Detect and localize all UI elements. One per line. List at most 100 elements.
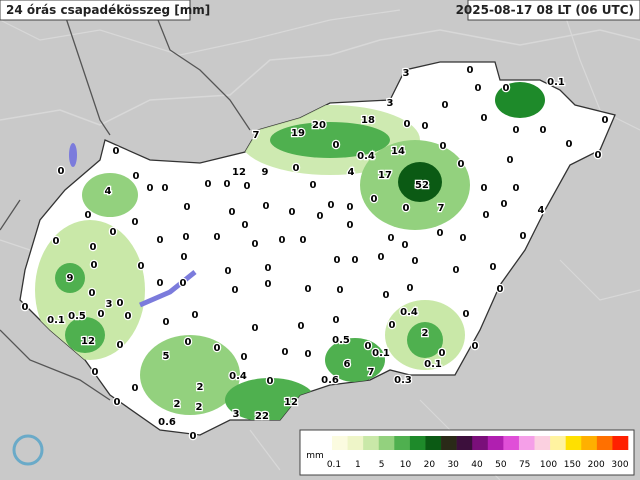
station-value: 0 [157,278,164,289]
station-value: 0 [117,340,124,351]
station-value: 0 [440,141,447,152]
station-value: 0 [113,146,120,157]
legend-swatch [550,436,566,450]
legend-swatch [487,436,504,450]
station-value: 14 [391,146,405,157]
station-value: 0 [157,235,164,246]
station-value: 0 [422,121,429,132]
station-value: 0 [183,232,190,243]
station-value: 0 [265,279,272,290]
station-value: 0 [252,323,259,334]
rain-field [407,322,443,358]
station-value: 12 [232,167,246,178]
legend-swatch [409,436,426,450]
legend-swatch [425,436,442,450]
legend: 0.1 1 5 10 20 30 40 50 75 100 150 200 300 [327,436,629,470]
station-value: 0 [317,211,324,222]
legend-unit: mm [306,451,324,461]
station-value: 0 [481,183,488,194]
station-value: 0 [117,298,124,309]
station-value: 0 [90,242,97,253]
station-value: 0 [481,113,488,124]
legend-tick-label: 40 [471,460,483,470]
legend-tick-label: 200 [588,460,605,470]
station-value: 0 [507,155,514,166]
station-value: 2 [174,399,181,410]
station-value: 0.3 [394,375,412,386]
station-value: 20 [312,120,326,131]
station-value: 0 [133,171,140,182]
legend-swatch [394,436,411,450]
station-value: 12 [284,397,298,408]
station-value: 0 [132,217,139,228]
legend-swatch [581,436,598,450]
station-value: 0 [566,139,573,150]
legend-swatch [363,436,380,450]
station-value: 0 [540,125,547,136]
station-value: 0 [333,315,340,326]
legend-swatch [596,436,613,450]
station-value: 22 [255,411,269,422]
station-value: 19 [291,128,305,139]
station-value: 0 [265,263,272,274]
station-value: 0 [407,283,414,294]
station-value: 18 [361,115,375,126]
region-line [0,29,640,126]
station-value: 3 [387,98,394,109]
station-value: 0 [289,207,296,218]
legend-swatch [378,436,395,450]
station-value: 0 [85,210,92,221]
station-value: 0 [58,166,65,177]
station-value: 0 [132,383,139,394]
rain-field [270,122,390,158]
station-value: 0 [383,290,390,301]
legend-tick-label: 1 [355,460,361,470]
station-value: 0.1 [47,315,65,326]
station-value: 0 [602,115,609,126]
legend-tick-label: 5 [379,460,385,470]
legend-tick-label: 30 [447,460,459,470]
station-value: 0 [328,200,335,211]
station-value: 0 [412,256,419,267]
station-value: 0 [244,181,251,192]
rain-field [35,220,145,360]
station-value: 12 [81,336,95,347]
station-value: 0 [388,233,395,244]
station-value: 0 [114,397,121,408]
station-value: 0.1 [372,348,390,359]
station-value: 0.1 [424,359,442,370]
station-value: 0 [190,431,197,442]
legend-swatch [472,436,489,450]
station-value: 0 [483,210,490,221]
station-value: 0 [347,220,354,231]
legend-tick-label: 20 [424,460,436,470]
station-value: 0 [89,288,96,299]
legend-swatch [332,436,348,450]
rain-fields [35,82,545,422]
legend-swatch [565,436,582,450]
station-value: 0 [225,266,232,277]
station-value: 2 [197,382,204,393]
station-value: 0 [224,179,231,190]
station-value: 0 [252,239,259,250]
station-value: 0 [460,233,467,244]
station-value: 0 [305,349,312,360]
station-value: 0 [300,235,307,246]
legend-tick-label: 300 [611,460,628,470]
station-value: 0 [214,343,221,354]
lake [139,270,197,308]
station-value: 0 [472,341,479,352]
station-value: 3 [106,299,113,310]
map-title: 24 órás csapadékösszeg [mm] [6,3,210,17]
legend-swatch [347,436,364,450]
station-value: 0 [439,348,446,359]
station-value: 0 [310,180,317,191]
station-value: 0 [371,194,378,205]
station-value: 17 [378,170,392,181]
station-value: 0.4 [400,307,418,318]
rain-field [55,263,85,293]
legend-swatch [518,436,535,450]
station-value: 0 [403,203,410,214]
station-value: 7 [253,130,260,141]
